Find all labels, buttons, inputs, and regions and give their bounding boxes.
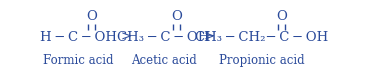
- Text: O: O: [171, 10, 182, 23]
- Text: O: O: [86, 10, 97, 23]
- Text: H − C − OH: H − C − OH: [40, 31, 117, 44]
- Text: Formic acid: Formic acid: [43, 54, 113, 67]
- Text: >: >: [121, 31, 132, 44]
- Text: CH₃ − C − OH: CH₃ − C − OH: [117, 31, 210, 44]
- Text: Acetic acid: Acetic acid: [131, 54, 196, 67]
- Text: O: O: [276, 10, 287, 23]
- Text: CH₃ − CH₂− C − OH: CH₃ − CH₂− C − OH: [195, 31, 328, 44]
- Text: >: >: [203, 31, 214, 44]
- Text: Propionic acid: Propionic acid: [219, 54, 304, 67]
